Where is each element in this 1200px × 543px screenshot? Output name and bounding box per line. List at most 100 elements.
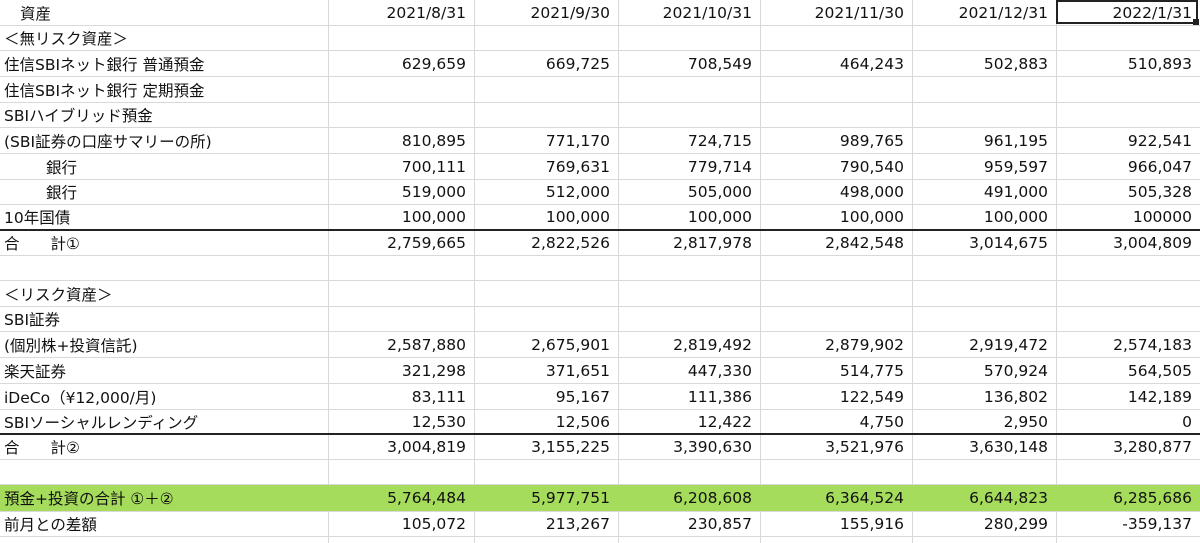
value-cell[interactable] xyxy=(618,460,760,484)
value-cell[interactable]: 629,659 xyxy=(401,54,466,73)
value-cell[interactable]: 570,924 xyxy=(983,361,1048,380)
row-label-cell[interactable]: (SBI証券の口座サマリーの所) xyxy=(4,132,212,151)
value-cell[interactable]: 966,047 xyxy=(1127,157,1192,176)
value-cell[interactable]: 498,000 xyxy=(839,183,904,201)
value-cell[interactable]: 83,111 xyxy=(411,387,466,406)
value-cell[interactable] xyxy=(912,307,1056,331)
value-cell[interactable]: 2,759,665 xyxy=(387,234,466,252)
value-cell[interactable] xyxy=(760,103,912,127)
date-cell[interactable]: 2021/12/31 xyxy=(958,3,1048,22)
value-cell[interactable]: 5,977,751 xyxy=(531,489,610,507)
fill-handle[interactable] xyxy=(1193,19,1199,25)
value-cell[interactable]: 724,715 xyxy=(687,131,752,150)
value-cell[interactable]: 447,330 xyxy=(687,361,752,380)
date-cell[interactable]: 2021/11/30 xyxy=(814,3,904,22)
value-cell[interactable] xyxy=(1056,307,1200,331)
value-cell[interactable]: 122,549 xyxy=(839,387,904,406)
value-cell[interactable]: 3,014,675 xyxy=(969,234,1048,252)
value-cell[interactable] xyxy=(912,460,1056,484)
value-cell[interactable]: 519,000 xyxy=(401,183,466,201)
value-cell[interactable]: 0 xyxy=(1182,412,1192,431)
value-cell[interactable]: 4,750 xyxy=(859,412,904,431)
value-cell[interactable]: 510,893 xyxy=(1127,54,1192,73)
value-cell[interactable] xyxy=(474,460,618,484)
value-cell[interactable]: 100000 xyxy=(1132,208,1192,226)
value-cell[interactable]: 959,597 xyxy=(983,157,1048,176)
value-cell[interactable]: 3,390,630 xyxy=(673,438,752,456)
value-cell[interactable]: 3,630,148 xyxy=(969,438,1048,456)
value-cell[interactable] xyxy=(760,281,912,306)
value-cell[interactable] xyxy=(328,256,474,280)
row-label-cell[interactable]: 10年国債 xyxy=(4,209,71,227)
row-label-cell[interactable]: 前月との差額 xyxy=(4,516,97,534)
row-label-cell[interactable] xyxy=(0,460,328,484)
value-cell[interactable]: 700,111 xyxy=(401,157,466,176)
value-cell[interactable]: 95,167 xyxy=(555,387,610,406)
value-cell[interactable]: 136,802 xyxy=(983,387,1048,406)
row-label-cell[interactable]: SBIソーシャルレンディング xyxy=(4,413,199,432)
value-cell[interactable]: 989,765 xyxy=(839,131,904,150)
value-cell[interactable] xyxy=(474,307,618,331)
value-cell[interactable]: 2,817,978 xyxy=(673,234,752,252)
value-cell[interactable]: 111,386 xyxy=(687,387,752,406)
value-cell[interactable] xyxy=(1056,281,1200,306)
value-cell[interactable]: 3,155,225 xyxy=(531,438,610,456)
value-cell[interactable] xyxy=(618,281,760,306)
value-cell[interactable] xyxy=(474,26,618,50)
value-cell[interactable] xyxy=(912,256,1056,280)
value-cell[interactable]: 505,000 xyxy=(687,183,752,201)
value-cell[interactable]: 922,541 xyxy=(1127,131,1192,150)
value-cell[interactable]: 505,328 xyxy=(1127,183,1192,201)
value-cell[interactable] xyxy=(1056,77,1200,102)
row-label-cell[interactable] xyxy=(0,256,328,280)
value-cell[interactable]: 2,819,492 xyxy=(673,335,752,354)
value-cell[interactable]: 810,895 xyxy=(401,131,466,150)
value-cell[interactable]: 769,631 xyxy=(545,157,610,176)
value-cell[interactable] xyxy=(912,77,1056,102)
row-label-cell[interactable]: SBI証券 xyxy=(4,311,61,329)
value-cell[interactable]: 213,267 xyxy=(545,515,610,533)
value-cell[interactable]: 100,000 xyxy=(983,208,1048,226)
value-cell[interactable] xyxy=(328,77,474,102)
value-cell[interactable]: 6,644,823 xyxy=(969,489,1048,507)
date-cell[interactable]: 2021/10/31 xyxy=(662,3,752,22)
value-cell[interactable]: 321,298 xyxy=(401,361,466,380)
value-cell[interactable] xyxy=(1056,26,1200,50)
value-cell[interactable] xyxy=(618,256,760,280)
value-cell[interactable]: 6,208,608 xyxy=(673,489,752,507)
value-cell[interactable] xyxy=(760,77,912,102)
value-cell[interactable]: 12,422 xyxy=(697,412,752,431)
value-cell[interactable]: 2,919,472 xyxy=(969,335,1048,354)
value-cell[interactable]: 2,587,880 xyxy=(387,335,466,354)
value-cell[interactable]: 155,916 xyxy=(839,515,904,533)
value-cell[interactable]: 142,189 xyxy=(1127,387,1192,406)
value-cell[interactable] xyxy=(618,77,760,102)
row-label-cell[interactable]: 合 計② xyxy=(4,439,80,457)
value-cell[interactable]: 564,505 xyxy=(1127,361,1192,380)
value-cell[interactable] xyxy=(474,281,618,306)
value-cell[interactable] xyxy=(1056,256,1200,280)
value-cell[interactable] xyxy=(912,26,1056,50)
value-cell[interactable]: 230,857 xyxy=(687,515,752,533)
value-cell[interactable] xyxy=(328,26,474,50)
row-label-cell[interactable]: 住信SBIネット銀行 定期預金 xyxy=(4,81,205,100)
value-cell[interactable]: 6,285,686 xyxy=(1113,489,1192,507)
value-cell[interactable]: 371,651 xyxy=(545,361,610,380)
value-cell[interactable] xyxy=(474,77,618,102)
row-label-cell[interactable]: 楽天証券 xyxy=(4,362,67,381)
value-cell[interactable]: 12,530 xyxy=(411,412,466,431)
value-cell[interactable]: 512,000 xyxy=(545,183,610,201)
value-cell[interactable]: 100,000 xyxy=(401,208,466,226)
value-cell[interactable]: 2,950 xyxy=(1003,412,1048,431)
value-cell[interactable]: 2,879,902 xyxy=(825,335,904,354)
date-cell[interactable]: 2021/9/30 xyxy=(530,3,610,22)
value-cell[interactable] xyxy=(474,256,618,280)
value-cell[interactable] xyxy=(912,281,1056,306)
value-cell[interactable]: 3,521,976 xyxy=(825,438,904,456)
value-cell[interactable]: 771,170 xyxy=(545,131,610,150)
value-cell[interactable] xyxy=(760,256,912,280)
value-cell[interactable] xyxy=(618,307,760,331)
value-cell[interactable] xyxy=(760,26,912,50)
row-label-cell[interactable]: iDeCo（¥12,000/月) xyxy=(4,388,157,407)
